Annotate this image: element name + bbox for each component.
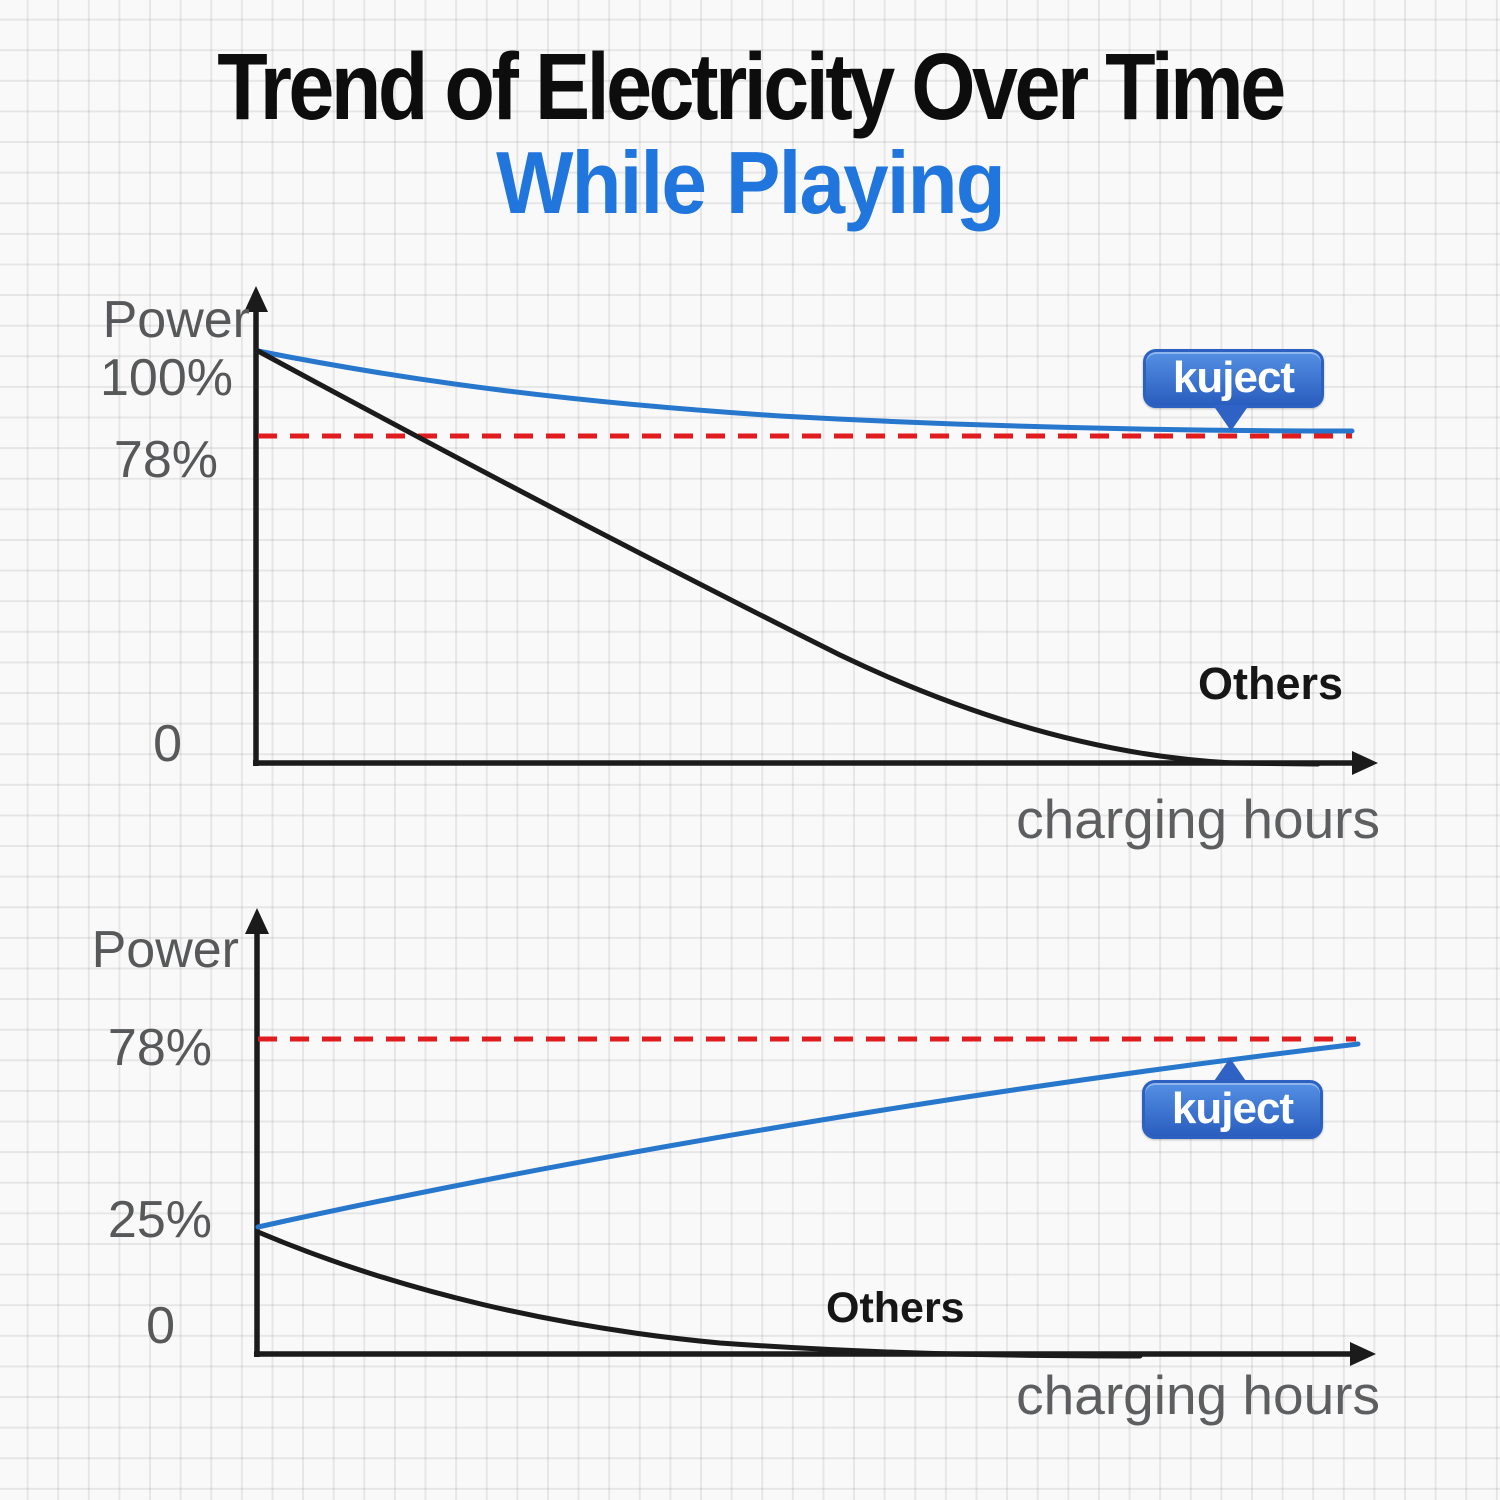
top-tick-0: 0 [153, 715, 182, 773]
bottom-kuject-line [255, 1041, 1361, 1230]
page-title: Trend of Electricity Over Time [217, 34, 1286, 140]
bottom-y-axis-arrow-icon [245, 908, 269, 934]
bottom-y-axis-label: Power [91, 921, 239, 979]
bottom-x-axis-label: charging hours [1016, 1364, 1380, 1426]
top-kuject-badge: kuject [1143, 349, 1324, 408]
bottom-others-label: Others [826, 1284, 965, 1332]
top-x-axis-arrow-icon [1352, 751, 1378, 775]
bottom-tick-25: 25% [107, 1191, 212, 1249]
top-y-axis-arrow-icon [244, 286, 268, 312]
bottom-kuject-badge: kuject [1142, 1080, 1323, 1139]
top-kuject-line [255, 348, 1355, 434]
bottom-tick-0: 0 [146, 1297, 175, 1355]
bottom-tick-78: 78% [107, 1019, 212, 1077]
page-subtitle: While Playing [496, 133, 1006, 232]
bottom-x-axis-arrow-icon [1350, 1342, 1376, 1366]
top-y-axis-label: Power [102, 291, 250, 349]
top-others-label: Others [1198, 658, 1344, 709]
top-tick-100: 100% [100, 349, 233, 407]
top-tick-78: 78% [113, 431, 218, 489]
top-kuject-badge-pointer-icon [1213, 405, 1249, 431]
bottom-others-line [255, 1229, 1143, 1359]
top-others-line [255, 348, 1321, 767]
top-x-axis-label: charging hours [1016, 788, 1380, 850]
bottom-kuject-badge-pointer-icon [1212, 1058, 1248, 1084]
